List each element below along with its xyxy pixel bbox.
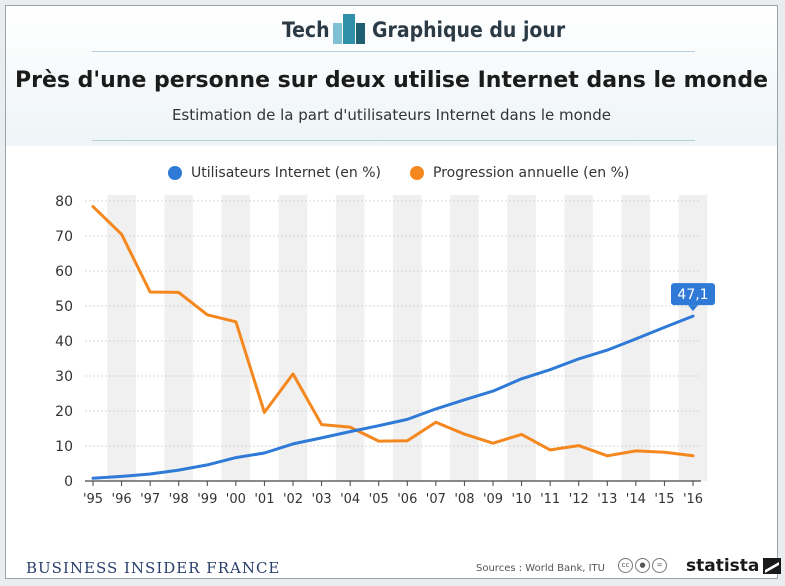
x-tick-label: '98 xyxy=(169,492,189,507)
x-tick-label: '14 xyxy=(626,492,646,507)
x-tick-label: '08 xyxy=(454,492,474,507)
series-line-internet-users xyxy=(91,314,695,480)
publisher-brand: BUSINESS INSIDER FRANCE xyxy=(26,559,281,577)
bar-chart-icon xyxy=(333,14,365,44)
tech-label: Tech xyxy=(282,18,330,42)
x-tick-label: '16 xyxy=(683,492,703,507)
statista-wordmark: statista xyxy=(686,556,760,576)
column-shade xyxy=(393,195,422,481)
column-shade xyxy=(678,195,708,481)
column-shade xyxy=(221,195,251,481)
x-tick-label: '99 xyxy=(197,492,217,507)
nd-icon: = xyxy=(652,558,667,573)
y-tick-label: 0 xyxy=(64,474,73,490)
value-callout-label: 47,1 xyxy=(677,287,708,303)
infographic-card: Tech Graphique du jour Près d'une person… xyxy=(5,5,782,579)
chart-title: Près d'une personne sur deux utilise Int… xyxy=(15,68,768,93)
x-tick-label: '13 xyxy=(597,492,617,507)
x-tick-label: '09 xyxy=(483,492,503,507)
license-icons: cc ● = xyxy=(618,558,667,573)
x-tick-label: '01 xyxy=(254,492,274,507)
x-tick-label: '12 xyxy=(569,492,589,507)
x-tick-label: '15 xyxy=(654,492,674,507)
line-chart: 0 10 20 30 40 50 60 70 80 '95 '96 '97 '98 '99 '00 '01 '0… xyxy=(55,194,715,507)
by-icon: ● xyxy=(635,558,650,573)
y-tick-label: 60 xyxy=(55,264,73,280)
x-tick-label: '04 xyxy=(340,492,360,507)
title-top-rule xyxy=(92,51,695,52)
x-tick-label: '10 xyxy=(512,492,532,507)
chart-subtitle: Estimation de la part d'utilisateurs Int… xyxy=(171,106,612,124)
daily-chart-label: Graphique du jour xyxy=(372,18,566,42)
header-band xyxy=(6,6,777,146)
x-tick-label: '97 xyxy=(140,492,160,507)
y-tick-label: 40 xyxy=(55,334,73,350)
x-tick-label: '05 xyxy=(369,492,389,507)
x-tick-label: '96 xyxy=(112,492,132,507)
y-tick-label: 70 xyxy=(55,229,73,245)
legend-swatch-internet-users xyxy=(168,166,182,180)
value-callout-pointer xyxy=(688,305,698,312)
value-callout-box xyxy=(671,283,715,306)
y-tick-label: 50 xyxy=(55,299,73,315)
column-shade xyxy=(107,195,136,481)
cc-icon: cc xyxy=(618,558,633,573)
legend-item-internet-users: Utilisateurs Internet (en %) xyxy=(168,165,381,181)
statista-logo: statista xyxy=(686,556,782,576)
y-tick-label: 80 xyxy=(55,194,73,210)
legend-label-annual-growth: Progression annuelle (en %) xyxy=(433,165,630,181)
x-tick-label: '11 xyxy=(540,492,560,507)
y-tick-label: 10 xyxy=(55,439,73,455)
y-tick-label: 30 xyxy=(55,369,73,385)
x-tick-label: '95 xyxy=(83,492,103,507)
statista-mark-icon xyxy=(763,558,782,574)
legend-item-annual-growth: Progression annuelle (en %) xyxy=(410,165,629,181)
x-tick-label: '02 xyxy=(283,492,303,507)
source-note: Sources : World Bank, ITU xyxy=(476,563,605,574)
column-shade xyxy=(564,195,593,481)
series-line-annual-growth xyxy=(91,205,695,458)
column-shade xyxy=(335,195,365,481)
x-tick-label: '07 xyxy=(426,492,446,507)
x-tick-label: '03 xyxy=(312,492,332,507)
column-shade xyxy=(278,195,308,481)
column-shade xyxy=(164,195,193,481)
legend-label-internet-users: Utilisateurs Internet (en %) xyxy=(191,165,381,181)
x-tick-label: '06 xyxy=(397,492,417,507)
legend-swatch-annual-growth xyxy=(410,166,424,180)
x-tick-label: '00 xyxy=(226,492,246,507)
title-bottom-rule xyxy=(92,140,695,141)
y-tick-label: 20 xyxy=(55,404,73,420)
